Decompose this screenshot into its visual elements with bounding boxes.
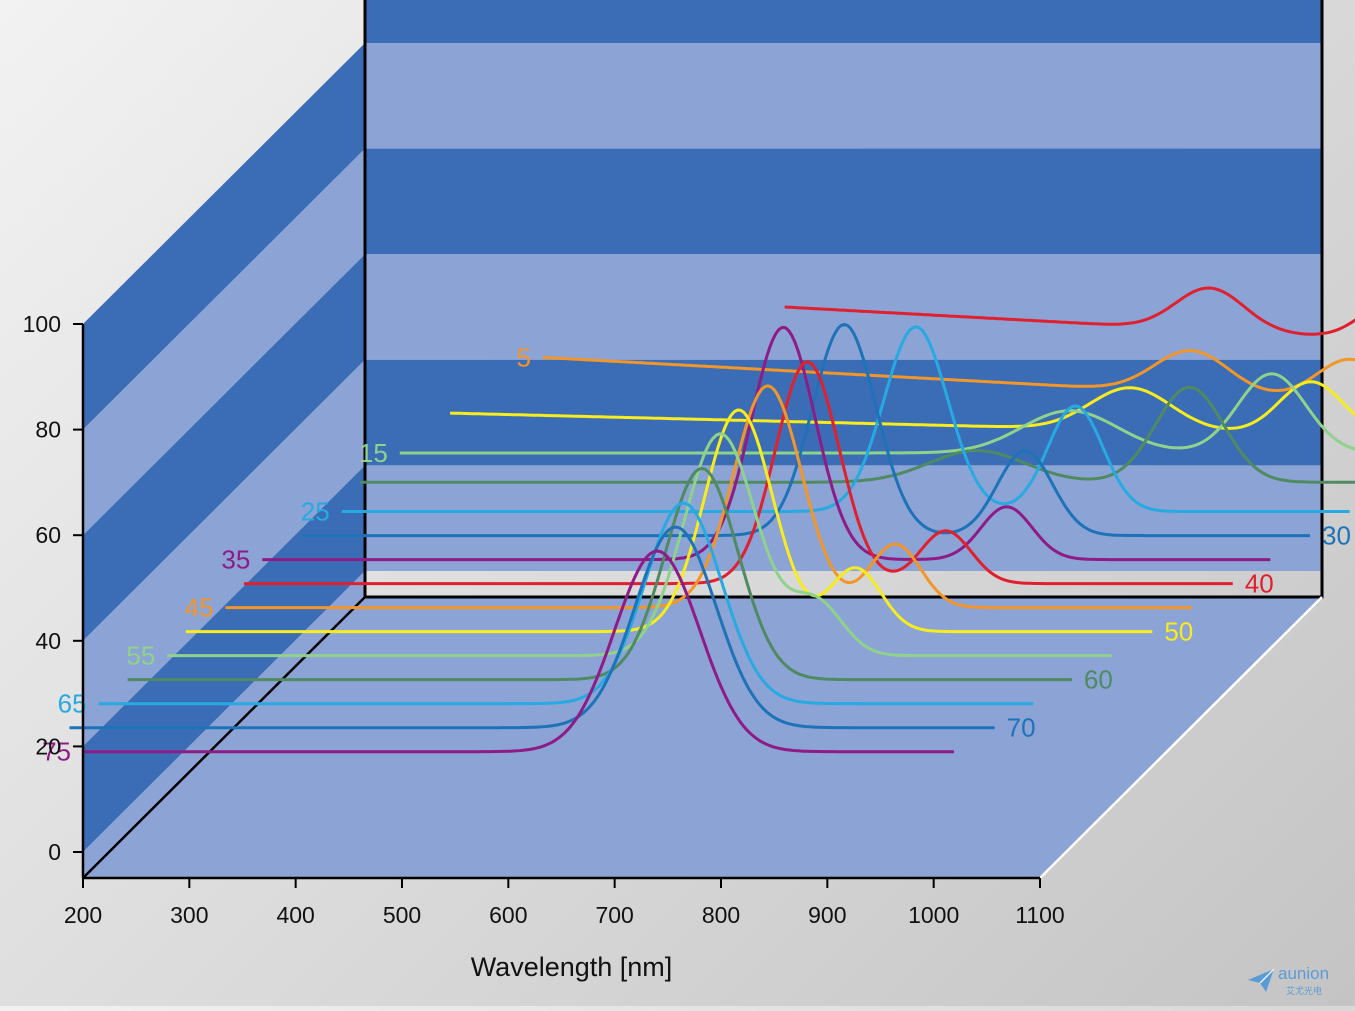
x-tick-label: 500 bbox=[383, 902, 421, 928]
series-label-55: 55 bbox=[126, 641, 155, 671]
series-label-50: 50 bbox=[1164, 617, 1193, 647]
series-label-5: 5 bbox=[517, 342, 531, 372]
series-label-70: 70 bbox=[1007, 713, 1036, 743]
series-label-60: 60 bbox=[1084, 665, 1113, 695]
paper-plane-icon bbox=[1246, 966, 1276, 994]
watermark-brand: aunion bbox=[1278, 964, 1329, 984]
series-label-15: 15 bbox=[359, 438, 388, 468]
x-tick-label: 600 bbox=[489, 902, 527, 928]
x-tick-label: 400 bbox=[276, 902, 314, 928]
back-wall-band bbox=[365, 254, 1322, 360]
series-label-35: 35 bbox=[221, 545, 250, 575]
y-tick-label: 40 bbox=[35, 628, 61, 654]
x-tick-label: 200 bbox=[64, 902, 102, 928]
grid-bands bbox=[83, 0, 1322, 878]
back-wall-band bbox=[365, 43, 1322, 149]
back-wall-band bbox=[365, 0, 1322, 43]
back-wall-band bbox=[365, 360, 1322, 466]
x-tick-label: 900 bbox=[808, 902, 846, 928]
y-tick-label: 100 bbox=[23, 311, 61, 337]
x-tick-label: 700 bbox=[595, 902, 633, 928]
series-label-45: 45 bbox=[185, 593, 214, 623]
y-tick-label: 80 bbox=[35, 417, 61, 443]
x-tick-label: 800 bbox=[702, 902, 740, 928]
x-axis-title: Wavelength [nm] bbox=[471, 952, 673, 982]
x-tick-label: 300 bbox=[170, 902, 208, 928]
y-tick-label: 0 bbox=[48, 839, 61, 865]
x-tick-label: 1000 bbox=[908, 902, 959, 928]
series-label-25: 25 bbox=[301, 497, 330, 527]
watermark: aunion 艾尤光电 bbox=[1246, 962, 1346, 1000]
series-label-40: 40 bbox=[1245, 569, 1274, 599]
series-label-30: 30 bbox=[1322, 521, 1351, 551]
x-tick-label: 1100 bbox=[1015, 902, 1064, 928]
y-tick-label: 60 bbox=[35, 522, 61, 548]
back-wall-band bbox=[365, 149, 1322, 255]
y-tick-label: 20 bbox=[35, 733, 61, 759]
watermark-sub: 艾尤光电 bbox=[1286, 984, 1322, 997]
